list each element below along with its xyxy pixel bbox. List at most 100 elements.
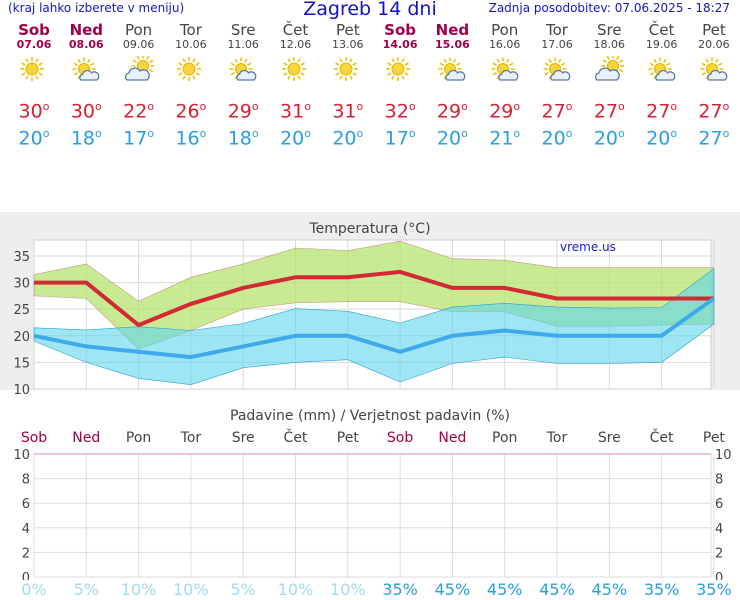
precip-probability: 10% [277, 580, 314, 599]
day-column: Ned 15.06 29o 20o [426, 22, 478, 151]
precip-chart-title: Padavine (mm) / Verjetnost padavin (%) [230, 408, 510, 424]
max-temp: 27o [541, 100, 573, 123]
temp-y-tick-label: 25 [13, 303, 30, 318]
day-date: 08.06 [68, 38, 104, 51]
min-temp: 18o [227, 127, 259, 150]
sun-cloud-icon [479, 56, 531, 96]
sun-icon [322, 56, 374, 96]
max-temp: 26o [175, 100, 207, 123]
precip-probability: 45% [591, 580, 628, 599]
precip-probability: 5% [73, 580, 99, 599]
day-column: Pet 13.06 31o 20o [322, 22, 374, 151]
day-column: Sob 14.06 32o 17o [374, 22, 426, 151]
precip-x-tick-label: Pon [492, 430, 517, 446]
precip-probability: 45% [539, 580, 575, 599]
max-temp: 31o [280, 100, 311, 123]
day-column: Sre 11.06 29o 18o [217, 22, 269, 151]
precip-x-tick-label: Čet [650, 428, 674, 446]
precip-x-tick-label: Sre [232, 430, 255, 446]
precip-y-tick-label-right: 6 [715, 497, 723, 512]
daily-forecast-strip: Sob 07.06 30o 20o Ned 08.06 30o 18o Pon 09.06 22o 1… [0, 22, 740, 170]
temp-y-tick-label: 35 [13, 250, 30, 265]
min-temp: 17o [123, 127, 155, 150]
precip-probability: 45% [486, 580, 523, 599]
max-temp: 31o [332, 100, 364, 123]
sun-icon [8, 56, 60, 96]
max-temp: 30o [18, 100, 50, 123]
precip-probability: 45% [434, 580, 471, 599]
max-temp-line [34, 269, 714, 328]
precip-x-tick-label: Ned [438, 430, 466, 446]
cloud-sun-icon [113, 54, 165, 96]
precip-probability-row: 0% 5% 10% 10% 5% 10% 10% 35% 45% 45% 45% 45% 35% 35% [0, 580, 740, 600]
min-temp: 20o [18, 127, 50, 150]
day-name: Ned [69, 21, 104, 39]
precip-plot-area [33, 453, 712, 578]
precip-x-tick-label: Pet [703, 430, 726, 446]
day-column: Čet 19.06 27o 20o [636, 22, 688, 151]
min-temp: 27o [698, 127, 730, 150]
precip-x-tick-label: Tor [546, 430, 568, 446]
sun-cloud-icon [426, 56, 478, 96]
precip-probability: 10% [173, 580, 209, 599]
sun-icon [270, 56, 322, 96]
precip-y-tick-label-left: 4 [22, 522, 30, 537]
cloud-sun-icon [583, 54, 635, 96]
min-temp: 18o [70, 127, 102, 150]
precip-y-tick-label-right: 0 [715, 571, 723, 580]
precip-probability: 35% [643, 580, 680, 599]
temp-chart-title: Temperatura (°C) [308, 221, 430, 237]
precip-x-tick-label: Pon [126, 430, 151, 446]
day-column: Pon 09.06 22o 17o [113, 22, 165, 151]
min-temp: 20o [541, 127, 573, 150]
precip-x-tick-label: Sob [387, 430, 413, 446]
temp-y-tick-label: 30 [13, 277, 30, 292]
day-name: Pet [335, 21, 360, 39]
header-bar: (kraj lahko izberete v meniju) Zagreb 14… [0, 0, 740, 20]
precip-x-tick-label: Sre [598, 430, 621, 446]
day-column: Pet 20.06 27o 27o [688, 22, 740, 151]
day-name: Tor [546, 21, 568, 39]
precip-y-tick-label-right: 4 [715, 522, 723, 537]
day-name: Tor [179, 21, 202, 39]
day-name: Sob [18, 21, 50, 39]
precip-x-tick-label: Pet [337, 430, 360, 446]
temp-y-tick-label: 10 [13, 383, 30, 398]
day-name: Pon [124, 21, 153, 39]
day-name: Pet [702, 21, 726, 39]
min-temp-line [33, 296, 716, 360]
day-name: Čet [282, 21, 309, 39]
max-temp: 29o [489, 100, 521, 123]
sun-icon [374, 56, 426, 96]
precip-y-tick-label-right: 10 [715, 448, 732, 463]
max-temp: 27o [646, 100, 678, 123]
day-column: Sre 18.06 27o 20o [583, 22, 635, 151]
day-date: 14.06 [382, 38, 418, 51]
day-name: Sre [597, 21, 622, 39]
min-temp: 21o [489, 127, 521, 150]
max-temp: 27o [593, 100, 625, 123]
precip-y-tick-label-right: 8 [715, 473, 723, 488]
sun-cloud-icon [217, 56, 269, 96]
sun-cloud-icon [688, 56, 740, 96]
precip-probability: 10% [330, 580, 366, 599]
watermark: vreme.us [560, 240, 616, 254]
sun-cloud-icon [531, 56, 583, 96]
day-date: 13.06 [332, 38, 364, 51]
day-date: 18.06 [593, 38, 626, 51]
location-menu-hint[interactable]: (kraj lahko izberete v meniju) [8, 1, 185, 15]
day-column: Ned 08.06 30o 18o [60, 22, 112, 151]
day-date: 10.06 [175, 38, 207, 51]
max-temp: 27o [698, 100, 730, 123]
sun-cloud-icon [60, 56, 112, 96]
day-column: Sob 07.06 30o 20o [8, 22, 60, 151]
min-temp: 20o [280, 127, 311, 150]
precip-y-tick-label-left: 0 [22, 571, 30, 580]
day-date: 11.06 [227, 38, 259, 51]
min-temp: 20o [593, 127, 625, 150]
precip-probability: 35% [382, 580, 418, 599]
day-date: 16.06 [488, 38, 521, 51]
day-date: 12.06 [279, 38, 312, 51]
day-name: Sob [384, 21, 417, 39]
